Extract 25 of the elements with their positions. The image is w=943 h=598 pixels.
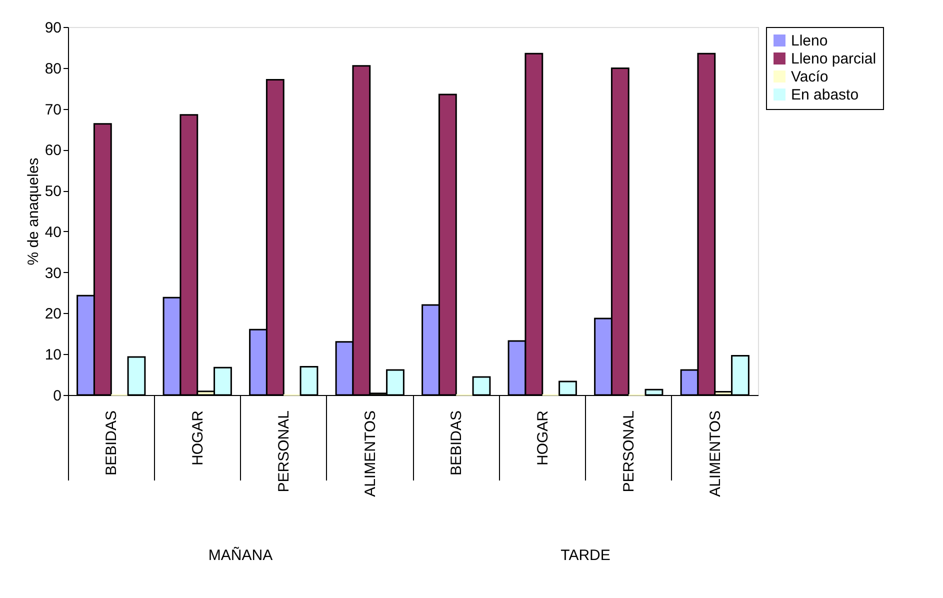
legend-label: Lleno (791, 32, 828, 50)
legend-label: Vacío (791, 68, 828, 86)
y-tick-label: 20 (44, 306, 62, 323)
y-axis-title: % de anaqueles (24, 158, 42, 266)
y-tick-label: 10 (44, 346, 62, 364)
x-tick-label: BEBIDAS (103, 410, 120, 476)
y-tick-label: 0 (53, 388, 62, 404)
x-tick-label: BEBIDAS (448, 410, 466, 476)
y-tick-label: 30 (44, 264, 62, 282)
y-tick-label: 80 (44, 60, 62, 78)
y-tick-label: 70 (44, 101, 62, 118)
text: TARDE (560, 547, 610, 564)
x-tick-label: HOGAR (189, 410, 206, 466)
x-tick-label: HOGAR (534, 410, 552, 466)
y-tick-label: 40 (44, 224, 62, 241)
x-tick-label: PERSONAL (620, 410, 638, 492)
y-tick-label: 90 (44, 20, 62, 36)
text: MAÑANA (208, 546, 273, 564)
x-tick-label: ALIMENTOS (706, 410, 724, 497)
x-tick-label: ALIMENTOS (362, 410, 379, 497)
legend-label: Lleno parcial (791, 50, 876, 68)
x-tick-label: PERSONAL (276, 410, 293, 492)
y-tick-label: 50 (44, 183, 62, 200)
legend-label: En abasto (791, 86, 859, 104)
y-tick-label: 60 (44, 142, 62, 160)
